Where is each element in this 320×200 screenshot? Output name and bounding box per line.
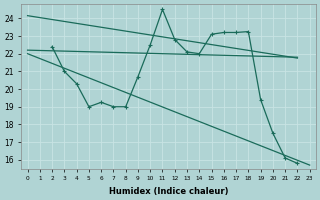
X-axis label: Humidex (Indice chaleur): Humidex (Indice chaleur) <box>109 187 228 196</box>
